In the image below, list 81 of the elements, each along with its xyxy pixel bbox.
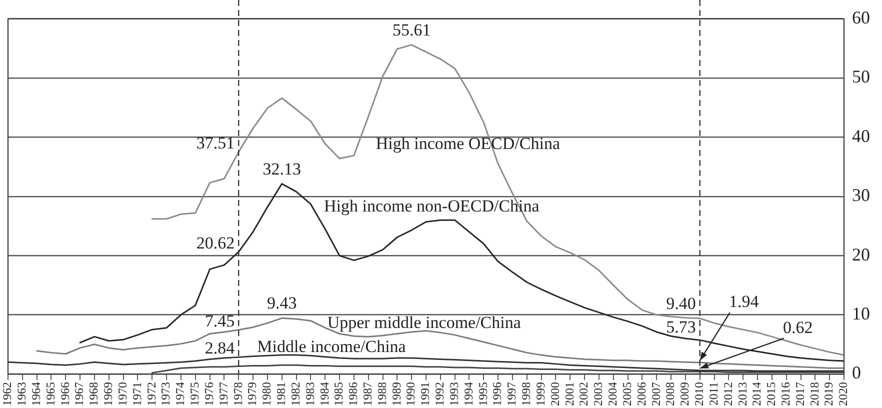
x-tick-label: 1978 [230,382,245,406]
annotation: 37.51 [196,133,235,152]
x-tick-label: 1976 [202,382,216,406]
x-tick-label: 1996 [490,382,504,406]
x-tick-label: 1998 [519,382,534,406]
x-tick-label: 1970 [115,382,130,406]
x-tick-label: 1999 [533,382,548,406]
x-tick-label: 2014 [750,382,764,406]
y-tick-label: 40 [852,126,870,146]
x-tick-label: 1980 [260,382,274,406]
x-tick-label: 1984 [317,382,332,406]
y-tick-label: 20 [852,244,870,264]
x-tick-label: 1975 [188,382,202,406]
x-tick-label: 1995 [476,382,490,406]
y-tick-label: 0 [852,362,861,383]
annotation: 9.40 [666,294,696,313]
x-tick-label: 1997 [504,382,519,406]
x-tick-label: 1994 [461,382,476,406]
x-tick-label: 2016 [778,382,792,406]
x-tick-label: 1966 [58,382,72,406]
x-tick-label: 1969 [101,382,116,406]
x-tick-label: 1962 [0,382,14,406]
annotation: 1.94 [728,292,760,311]
x-tick-label: 1986 [346,382,360,406]
x-tick-label: 2006 [634,382,648,406]
x-tick-label: 2015 [764,382,778,406]
annotation: High income OECD/China [376,134,560,154]
annotation: Middle income/China [257,337,406,356]
x-tick-label: 2017 [792,382,807,406]
x-tick-label: 1979 [245,382,260,406]
x-tick-label: 2002 [576,382,591,406]
x-tick-label: 2013 [735,382,750,406]
x-tick-label: 2018 [807,382,822,406]
annotation: 5.73 [666,318,696,337]
x-tick-label: 1981 [274,382,288,406]
x-tick-label: 1992 [432,382,447,406]
x-tick-label: 2009 [678,382,692,406]
annotation: 2.84 [204,338,236,358]
x-tick-label: 1990 [404,382,418,406]
x-tick-label: 1983 [302,382,317,406]
x-tick-label: 1964 [28,382,43,406]
x-tick-label: 1982 [288,382,302,406]
x-tick-label: 2001 [562,382,576,406]
x-tick-label: 2004 [606,382,620,406]
x-tick-label: 1965 [43,382,58,406]
x-tick-label: 2011 [706,382,720,406]
x-tick-label: 1977 [216,382,230,406]
x-tick-label: 2019 [822,382,836,406]
x-tick-label: 2003 [591,382,606,406]
annotation: 0.62 [782,318,813,337]
x-tick-label: 1967 [72,382,86,406]
y-tick-label: 30 [852,185,870,206]
annotation: Upper middle income/China [327,313,522,332]
x-tick-label: 1973 [158,382,173,406]
y-tick-label: 60 [852,8,870,28]
annotation: 7.45 [204,311,235,330]
y-tick-label: 10 [852,304,870,324]
x-tick-label: 1968 [86,382,101,406]
x-tick-label: 2007 [648,382,663,406]
x-tick-label: 1972 [144,382,158,406]
x-tick-label: 1987 [360,382,374,406]
x-tick-label: 1974 [173,382,188,406]
x-tick-label: 1971 [130,382,144,406]
x-tick-label: 1991 [418,382,432,406]
annotation: 9.43 [266,294,297,313]
x-tick-label: 1988 [374,382,389,406]
annotation: 55.61 [392,20,431,40]
x-tick-label: 1989 [389,382,404,406]
x-tick-label: 1985 [332,382,346,406]
annotation: High income non-OECD/China [324,196,540,216]
x-tick-label: 2010 [692,382,706,406]
x-tick-label: 2000 [548,382,562,406]
annotation: 32.13 [262,159,301,178]
x-tick-label: 2012 [720,382,735,406]
annotation: 20.62 [196,233,235,252]
x-tick-label: 1993 [446,382,461,406]
x-tick-label: 2020 [836,382,850,406]
y-tick-label: 50 [852,66,870,87]
x-tick-label: 2005 [620,382,634,406]
x-tick-label: 1963 [14,382,29,406]
x-tick-label: 2008 [663,382,678,406]
